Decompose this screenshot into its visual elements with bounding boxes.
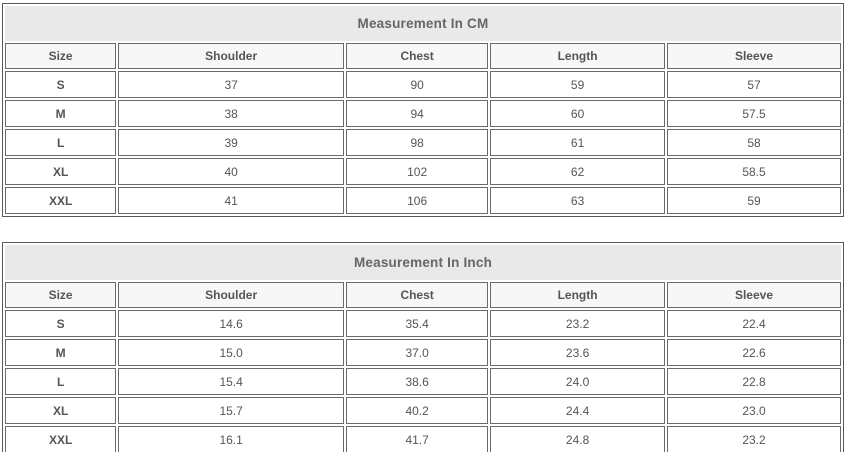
column-header-size: Size (5, 43, 117, 69)
value-cell: 90 (346, 71, 489, 98)
value-cell: 57 (667, 71, 841, 98)
value-cell: 39 (118, 129, 345, 156)
value-cell: 23.2 (490, 310, 665, 337)
table-row: L 39 98 61 58 (5, 129, 841, 156)
table-title: Measurement In CM (5, 6, 841, 41)
value-cell: 15.4 (118, 368, 345, 395)
table-row: XXL 41 106 63 59 (5, 187, 841, 214)
value-cell: 22.8 (667, 368, 841, 395)
column-header-chest: Chest (346, 282, 489, 308)
column-header-shoulder: Shoulder (118, 43, 345, 69)
column-header-size: Size (5, 282, 117, 308)
table-row: XL 15.7 40.2 24.4 23.0 (5, 397, 841, 424)
value-cell: 37.0 (346, 339, 489, 366)
table-row: XXL 16.1 41.7 24.8 23.2 (5, 426, 841, 452)
value-cell: 62 (490, 158, 665, 185)
value-cell: 60 (490, 100, 665, 127)
value-cell: 63 (490, 187, 665, 214)
value-cell: 23.6 (490, 339, 665, 366)
value-cell: 22.6 (667, 339, 841, 366)
column-header-sleeve: Sleeve (667, 282, 841, 308)
column-header-shoulder: Shoulder (118, 282, 345, 308)
table-row: XL 40 102 62 58.5 (5, 158, 841, 185)
value-cell: 61 (490, 129, 665, 156)
value-cell: 57.5 (667, 100, 841, 127)
value-cell: 37 (118, 71, 345, 98)
value-cell: 15.0 (118, 339, 345, 366)
value-cell: 24.4 (490, 397, 665, 424)
column-header-chest: Chest (346, 43, 489, 69)
measurement-cm-section: Measurement In CM Size Shoulder Chest Length… (2, 3, 844, 217)
value-cell: 41 (118, 187, 345, 214)
size-cell: L (5, 129, 117, 156)
value-cell: 38.6 (346, 368, 489, 395)
size-cell: S (5, 310, 117, 337)
value-cell: 98 (346, 129, 489, 156)
table-row: S 14.6 35.4 23.2 22.4 (5, 310, 841, 337)
measurement-table-inch: Measurement In Inch Size Shoulder Chest Leng… (2, 242, 844, 452)
table-row: S 37 90 59 57 (5, 71, 841, 98)
table-row: M 15.0 37.0 23.6 22.6 (5, 339, 841, 366)
value-cell: 40 (118, 158, 345, 185)
column-header-length: Length (490, 43, 665, 69)
size-cell: L (5, 368, 117, 395)
column-header-sleeve: Sleeve (667, 43, 841, 69)
value-cell: 15.7 (118, 397, 345, 424)
size-cell: XXL (5, 426, 117, 452)
measurement-table-cm: Measurement In CM Size Shoulder Chest Length… (2, 3, 844, 217)
column-header-row: Size Shoulder Chest Length Sleeve (5, 43, 841, 69)
value-cell: 23.2 (667, 426, 841, 452)
size-cell: M (5, 339, 117, 366)
measurement-inch-section: Measurement In Inch Size Shoulder Chest Leng… (2, 242, 844, 452)
value-cell: 38 (118, 100, 345, 127)
value-cell: 23.0 (667, 397, 841, 424)
table-title-row: Measurement In CM (5, 6, 841, 41)
value-cell: 106 (346, 187, 489, 214)
table-row: L 15.4 38.6 24.0 22.8 (5, 368, 841, 395)
column-header-length: Length (490, 282, 665, 308)
value-cell: 24.0 (490, 368, 665, 395)
size-cell: M (5, 100, 117, 127)
value-cell: 24.8 (490, 426, 665, 452)
value-cell: 16.1 (118, 426, 345, 452)
size-cell: XL (5, 158, 117, 185)
value-cell: 59 (490, 71, 665, 98)
table-title-row: Measurement In Inch (5, 245, 841, 280)
column-header-row: Size Shoulder Chest Length Sleeve (5, 282, 841, 308)
size-cell: XXL (5, 187, 117, 214)
value-cell: 22.4 (667, 310, 841, 337)
value-cell: 102 (346, 158, 489, 185)
value-cell: 58 (667, 129, 841, 156)
value-cell: 35.4 (346, 310, 489, 337)
size-cell: XL (5, 397, 117, 424)
table-title: Measurement In Inch (5, 245, 841, 280)
value-cell: 58.5 (667, 158, 841, 185)
value-cell: 59 (667, 187, 841, 214)
value-cell: 14.6 (118, 310, 345, 337)
size-cell: S (5, 71, 117, 98)
value-cell: 94 (346, 100, 489, 127)
value-cell: 40.2 (346, 397, 489, 424)
value-cell: 41.7 (346, 426, 489, 452)
table-row: M 38 94 60 57.5 (5, 100, 841, 127)
